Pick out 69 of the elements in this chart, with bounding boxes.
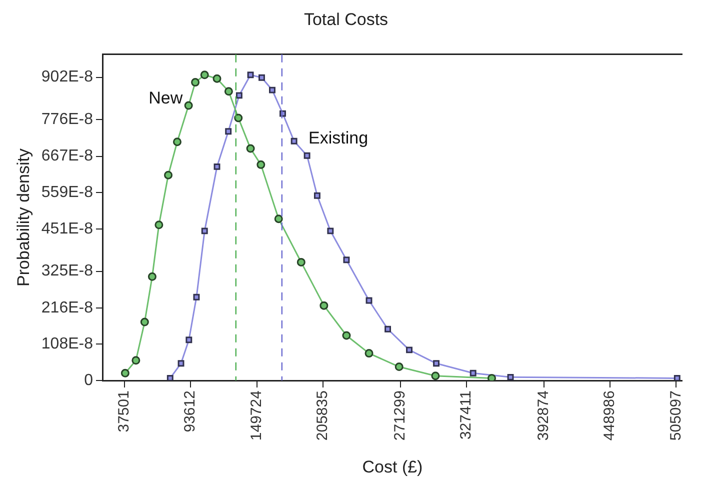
point xyxy=(674,374,680,381)
point xyxy=(201,228,208,234)
y-tick-label: 902E-8 xyxy=(41,68,94,86)
point xyxy=(212,74,222,83)
y-tick-label: 667E-8 xyxy=(41,148,94,165)
point xyxy=(154,220,164,230)
y-tick-label: 216E-8 xyxy=(41,299,94,316)
x-tick-label: 392874 xyxy=(534,390,552,441)
y-tick-label: 108E-8 xyxy=(41,336,94,353)
point xyxy=(406,346,412,354)
x-tick-label: 37501 xyxy=(115,390,132,432)
point xyxy=(314,192,320,199)
point xyxy=(327,228,334,234)
point xyxy=(132,356,140,365)
point xyxy=(296,258,306,266)
point xyxy=(274,214,283,224)
point xyxy=(191,78,200,87)
x-tick-label: 448986 xyxy=(601,390,618,441)
point xyxy=(193,294,200,300)
point xyxy=(507,374,514,380)
point xyxy=(236,92,242,99)
x-tick-label: 93612 xyxy=(182,390,199,432)
point xyxy=(247,72,254,78)
point xyxy=(184,101,193,110)
point xyxy=(290,138,298,144)
y-tick-label: 776E-8 xyxy=(41,111,94,128)
x-axis-title: Cost (£) xyxy=(362,457,423,476)
point xyxy=(120,368,130,378)
chart-title: Total Costs xyxy=(304,10,388,29)
point xyxy=(214,163,220,170)
y-tick-label: 0 xyxy=(84,372,94,389)
y-tick-label: 325E-8 xyxy=(41,262,94,280)
y-axis-title: Probability density xyxy=(14,148,33,286)
point xyxy=(488,374,496,381)
x-tick-label: 205835 xyxy=(314,390,332,441)
point xyxy=(470,370,476,376)
point xyxy=(166,374,174,381)
point xyxy=(269,86,276,94)
point xyxy=(246,144,255,153)
point xyxy=(256,160,266,169)
point xyxy=(384,326,391,332)
series-label: New xyxy=(148,88,184,108)
point xyxy=(366,297,372,304)
point xyxy=(431,372,440,380)
x-tick-label: 327411 xyxy=(458,390,475,440)
point xyxy=(200,70,209,80)
point xyxy=(224,87,233,96)
point xyxy=(178,360,184,367)
y-tick-label: 559E-8 xyxy=(41,184,94,201)
x-tick-label: 271299 xyxy=(391,390,408,441)
point xyxy=(304,152,310,159)
point xyxy=(172,138,182,146)
series-label: Existing xyxy=(308,128,368,148)
y-tick-label: 451E-8 xyxy=(41,220,94,238)
point xyxy=(234,114,243,122)
point xyxy=(394,362,404,372)
x-tick-label: 505097 xyxy=(667,390,684,441)
point xyxy=(140,318,149,326)
point xyxy=(320,301,328,310)
point xyxy=(258,74,265,81)
point xyxy=(433,360,440,367)
point xyxy=(225,128,232,135)
point xyxy=(148,272,156,281)
x-tick-label: 149724 xyxy=(248,390,265,441)
point xyxy=(342,331,351,340)
point xyxy=(186,336,192,344)
point xyxy=(164,170,173,180)
point xyxy=(364,349,374,358)
point xyxy=(343,256,350,264)
